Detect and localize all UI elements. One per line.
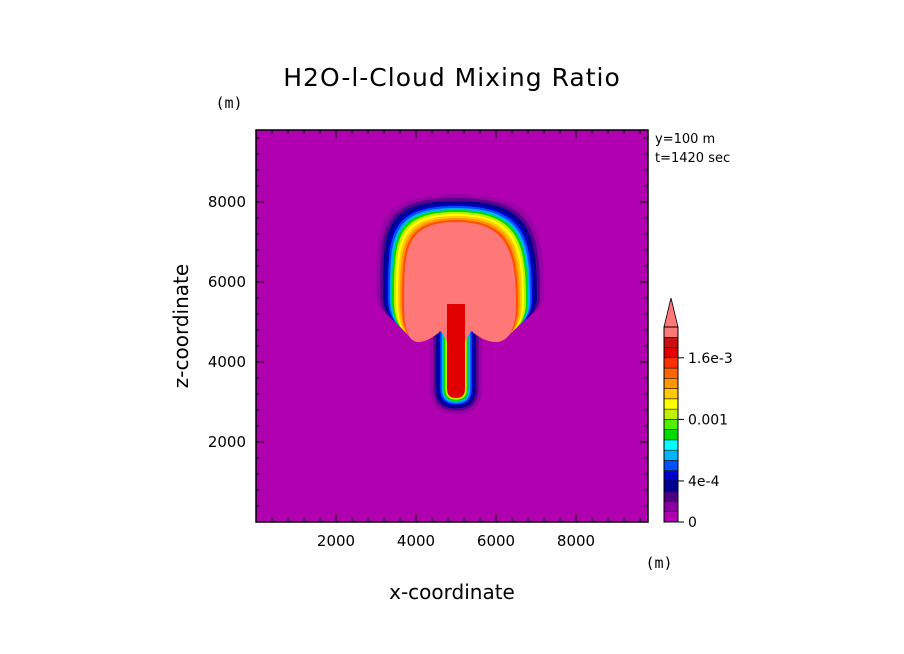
colorbar-tick-label: 4e-4 xyxy=(688,474,720,490)
colorbar-segment xyxy=(663,501,679,512)
x-tick-label: 2000 xyxy=(317,532,355,550)
chart-title: H2O-l-Cloud Mixing Ratio xyxy=(283,63,621,92)
y-tick-label: 6000 xyxy=(208,273,246,291)
cloud-band-cap-12 xyxy=(404,222,516,377)
colorbar-segment xyxy=(663,408,679,420)
colorbar: 0 4e-4 0.001 1.6e-3 xyxy=(663,297,733,531)
colorbar-segment xyxy=(663,378,679,389)
colorbar-extend-arrow xyxy=(663,297,679,328)
colorbar-segment xyxy=(663,347,679,359)
colorbar-segment xyxy=(663,367,679,379)
x-tick-label: 8000 xyxy=(557,532,595,550)
colorbar-frame xyxy=(663,326,679,523)
colorbar-segment xyxy=(663,449,679,461)
colorbar-segment xyxy=(663,490,679,502)
y-unit-label: (m) xyxy=(215,94,242,112)
colorbar-segment xyxy=(663,429,679,441)
colorbar-segment xyxy=(663,388,679,400)
colorbar-segment xyxy=(663,480,679,492)
annotation-t: t=1420 sec xyxy=(655,151,730,166)
axis-ticks: 2000 4000 6000 8000 2000 4000 6000 8000 xyxy=(208,130,648,550)
colorbar-segment xyxy=(663,326,679,338)
y-tick-label: 8000 xyxy=(208,193,246,211)
annotation-y: y=100 m xyxy=(655,132,715,147)
colorbar-segment xyxy=(663,337,679,348)
cloud-contours xyxy=(376,194,544,414)
x-unit-label: (m) xyxy=(645,554,672,572)
colorbar-segment xyxy=(663,419,679,430)
colorbar-segment xyxy=(663,357,679,369)
x-tick-label: 4000 xyxy=(397,532,435,550)
colorbar-tick-label: 0.001 xyxy=(688,412,728,428)
x-axis-label: x-coordinate xyxy=(389,580,515,604)
colorbar-tick-label: 1.6e-3 xyxy=(688,351,733,367)
colorbar-segment xyxy=(663,439,679,451)
y-axis-label: z-coordinate xyxy=(169,264,193,388)
y-tick-label: 4000 xyxy=(208,353,246,371)
y-tick-label: 2000 xyxy=(208,433,246,451)
colorbar-segment xyxy=(663,398,679,410)
colorbar-tick-label: 0 xyxy=(688,515,697,531)
colorbar-segment xyxy=(663,470,679,482)
colorbar-segment xyxy=(663,460,679,471)
colorbar-segment xyxy=(663,511,679,523)
x-tick-label: 6000 xyxy=(477,532,515,550)
plot-area: 2000 4000 6000 8000 2000 4000 6000 8000 xyxy=(208,129,649,550)
plot-frame xyxy=(255,129,649,523)
cloud-stem-core xyxy=(447,304,465,398)
